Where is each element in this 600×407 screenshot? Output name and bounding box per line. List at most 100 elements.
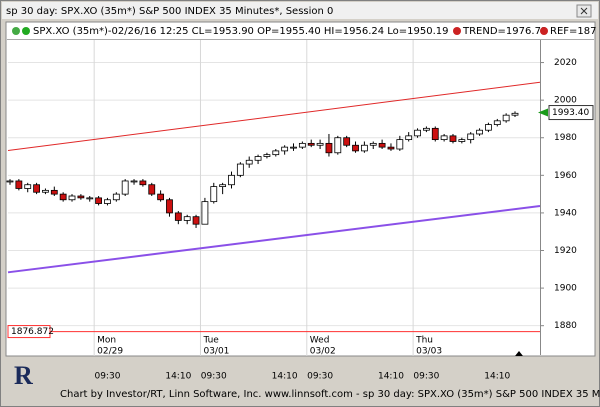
candle-body (228, 174, 235, 186)
candle-body (458, 139, 466, 142)
candle-body (121, 180, 129, 195)
candle-body (130, 180, 138, 183)
candle-body (245, 159, 253, 165)
candle-body (236, 163, 244, 176)
candle-body (166, 199, 173, 214)
ref-value: 1876.872 (11, 327, 54, 337)
candle-body (68, 195, 76, 201)
candle-body (59, 193, 67, 201)
candle-body (210, 186, 218, 203)
last-price-arrow (538, 108, 548, 117)
legend-dot (22, 27, 30, 35)
time-label: 09:30 (94, 372, 120, 382)
candle-body (423, 127, 430, 131)
candle-body (396, 139, 404, 150)
candle-body (174, 212, 182, 221)
y-tick-label: 1900 (554, 284, 577, 294)
candle-body (405, 135, 413, 141)
y-tick-label: 1920 (554, 246, 577, 256)
candle-body (476, 129, 483, 135)
candle-body (298, 142, 306, 148)
ref-label: REF=187 (550, 26, 596, 37)
candle-body (467, 133, 475, 141)
candle-body (343, 137, 351, 146)
last-price-label: 1993.40 (552, 108, 589, 118)
candle-body (201, 201, 209, 225)
channel-line (7, 204, 541, 274)
candle-body (77, 195, 85, 199)
candle-body (219, 184, 227, 188)
ref-box (7, 325, 51, 339)
candle-body (86, 197, 94, 200)
day-label: Wed (310, 336, 330, 346)
candle-body (50, 189, 58, 195)
candle-body (307, 142, 315, 146)
logo-area (8, 358, 56, 402)
candle-body (15, 180, 23, 189)
status-text: Chart by Investor/RT, Linn Software, Inc… (60, 389, 600, 400)
channel-line (7, 81, 541, 152)
candle-body (449, 135, 457, 142)
trend-label: TREND=1976.73 (462, 26, 547, 37)
candle-body (183, 216, 191, 221)
info-line: SPX.XO (35m*)-02/26/16 12:25 CL=1953.90 … (33, 26, 449, 37)
time-label: 09:30 (201, 372, 227, 382)
y-tick-label: 1960 (554, 171, 577, 181)
y-tick-label: 2020 (554, 58, 577, 68)
day-label: Mon (97, 336, 116, 346)
time-label: 14:10 (272, 372, 298, 382)
candle-body (387, 146, 395, 150)
marker (515, 351, 523, 356)
candle-body (112, 193, 120, 201)
candle-body (24, 184, 32, 189)
legend-dot (12, 27, 20, 35)
candle-body (281, 146, 289, 152)
candle-body (254, 156, 262, 161)
date-label: 03/03 (416, 347, 442, 357)
y-tick-label: 1940 (554, 208, 577, 218)
time-label: 14:10 (484, 372, 510, 382)
date-label: 03/02 (310, 347, 336, 357)
day-label: Thu (415, 336, 433, 346)
candle-body (263, 154, 271, 157)
day-label: Tue (202, 336, 219, 346)
candle-body (369, 142, 377, 146)
candle-body (290, 146, 297, 149)
candle-body (148, 184, 156, 195)
logo: R (14, 361, 33, 390)
candle-body (334, 137, 342, 154)
candle-body (316, 142, 324, 146)
legend-dot (453, 27, 461, 35)
time-label: 14:10 (378, 372, 404, 382)
date-label: 03/01 (203, 347, 229, 357)
candle-body (511, 112, 519, 116)
candle-body (431, 127, 439, 141)
time-label: 09:30 (413, 372, 439, 382)
candle-body (440, 135, 448, 141)
candle-body (33, 184, 40, 193)
candle-body (42, 189, 49, 193)
candle-body (192, 216, 200, 225)
candle-body (414, 129, 421, 137)
plot-frame (5, 21, 596, 357)
date-label: 02/29 (97, 347, 123, 357)
close-icon (580, 7, 588, 15)
candle-body (157, 193, 165, 201)
time-label: 09:30 (307, 372, 333, 382)
candle-body (6, 180, 14, 183)
candle-body (485, 124, 492, 131)
last-price-box (548, 105, 594, 121)
candle-body (378, 142, 386, 148)
title-bar (2, 2, 598, 19)
candle-body (502, 114, 510, 122)
candle-body (95, 197, 102, 204)
y-tick-label: 2000 (554, 96, 577, 106)
candle-body (352, 144, 359, 152)
window-title: sp 30 day: SPX.XO (35m*) S&P 500 INDEX 3… (6, 6, 333, 17)
candle-body (325, 142, 333, 154)
y-tick-label: 1980 (554, 133, 577, 143)
time-label: 14:10 (165, 372, 191, 382)
candle-body (139, 180, 147, 186)
candle-body (493, 120, 501, 125)
